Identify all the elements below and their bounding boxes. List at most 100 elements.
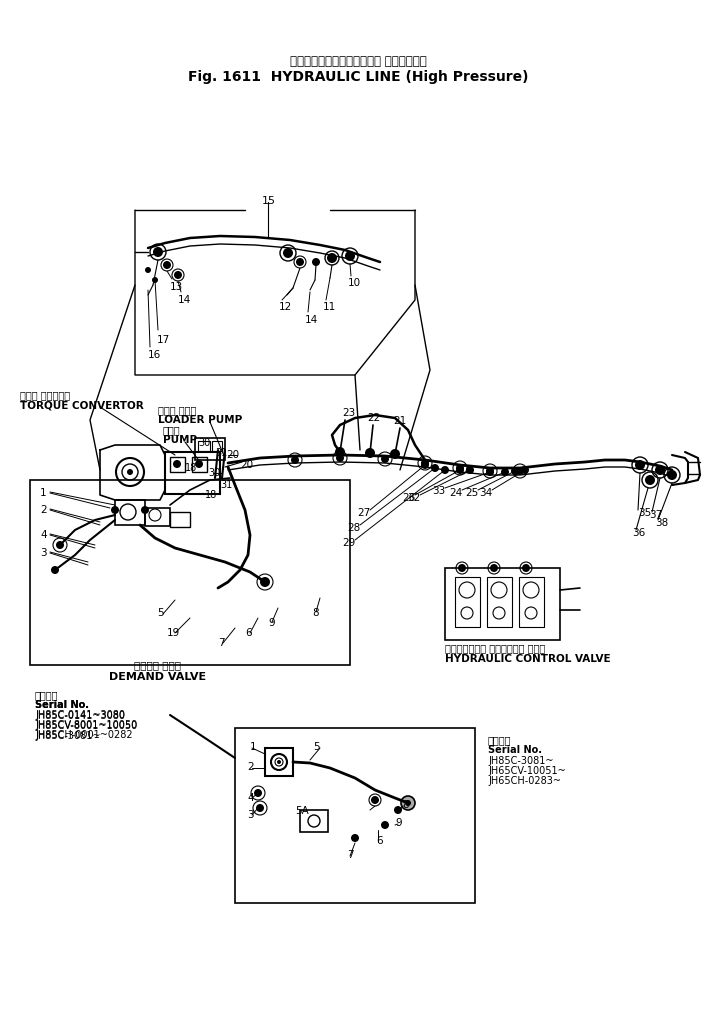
Text: Serial No.: Serial No. xyxy=(35,700,89,710)
Text: LOADER PUMP: LOADER PUMP xyxy=(158,415,242,425)
Text: JH65CV-10051~: JH65CV-10051~ xyxy=(488,766,566,776)
Circle shape xyxy=(195,460,203,468)
Text: 9: 9 xyxy=(395,818,402,828)
Text: ローダ ポンプ: ローダ ポンプ xyxy=(158,405,196,415)
Circle shape xyxy=(381,455,389,463)
Text: 32: 32 xyxy=(407,493,420,503)
Circle shape xyxy=(421,461,429,469)
Circle shape xyxy=(421,459,429,468)
Text: 6: 6 xyxy=(245,628,252,638)
Text: 4: 4 xyxy=(247,793,254,803)
Text: 20: 20 xyxy=(226,450,239,460)
Text: HYDRAULIC CONTROL VALVE: HYDRAULIC CONTROL VALVE xyxy=(445,654,611,664)
Text: JH85C-0141~3080: JH85C-0141~3080 xyxy=(35,710,125,720)
Text: 19: 19 xyxy=(167,628,180,638)
Text: 2: 2 xyxy=(40,505,47,515)
Text: 適用番号: 適用番号 xyxy=(488,735,511,745)
Text: 29: 29 xyxy=(342,538,355,548)
Text: 30: 30 xyxy=(208,468,220,478)
Text: 18: 18 xyxy=(205,490,217,500)
Bar xyxy=(265,748,293,776)
Circle shape xyxy=(260,577,270,587)
Bar xyxy=(445,568,560,640)
Bar xyxy=(455,577,480,627)
Text: 1: 1 xyxy=(250,742,257,752)
Text: 21: 21 xyxy=(393,416,407,426)
Bar xyxy=(145,508,170,526)
Text: 2: 2 xyxy=(247,762,254,772)
Text: TORQUE CONVERTOR: TORQUE CONVERTOR xyxy=(20,400,143,410)
Text: 9: 9 xyxy=(268,618,275,628)
Text: ハイドロリック コントロール バルブ: ハイドロリック コントロール バルブ xyxy=(445,643,545,653)
Text: 23: 23 xyxy=(342,408,355,418)
Text: 3: 3 xyxy=(40,548,47,558)
Circle shape xyxy=(153,247,163,257)
Bar xyxy=(192,457,207,472)
Text: JH85C-0141~3080: JH85C-0141~3080 xyxy=(35,711,125,721)
Text: JH85CV-8001~10050: JH85CV-8001~10050 xyxy=(35,721,137,731)
Circle shape xyxy=(296,258,304,266)
Circle shape xyxy=(655,465,665,475)
Circle shape xyxy=(351,834,359,842)
Circle shape xyxy=(152,277,158,283)
Circle shape xyxy=(394,806,402,814)
Circle shape xyxy=(336,454,344,462)
Text: 14: 14 xyxy=(305,315,318,325)
Text: PUMP: PUMP xyxy=(163,435,197,445)
Circle shape xyxy=(381,821,389,829)
Circle shape xyxy=(486,468,494,475)
Bar xyxy=(212,441,222,451)
Bar xyxy=(170,457,185,472)
Text: JH85CH-0001~0282: JH85CH-0001~0282 xyxy=(35,730,133,740)
Text: 6: 6 xyxy=(376,836,383,846)
Text: Serial No.: Serial No. xyxy=(35,700,89,710)
Text: Fig. 1611  HYDRAULIC LINE (High Pressure): Fig. 1611 HYDRAULIC LINE (High Pressure) xyxy=(188,70,528,84)
Circle shape xyxy=(145,267,151,273)
Text: Serial No.: Serial No. xyxy=(488,745,542,755)
Circle shape xyxy=(441,466,449,474)
Circle shape xyxy=(522,564,530,572)
Circle shape xyxy=(645,475,655,485)
Text: 5: 5 xyxy=(313,742,320,752)
Text: 12: 12 xyxy=(279,302,293,312)
Bar xyxy=(30,480,350,665)
Circle shape xyxy=(511,468,519,475)
Circle shape xyxy=(173,460,181,468)
Text: 36: 36 xyxy=(632,528,645,538)
Text: 26: 26 xyxy=(402,493,415,503)
Text: 22: 22 xyxy=(367,413,380,422)
Text: 8: 8 xyxy=(312,608,318,618)
Circle shape xyxy=(456,466,464,474)
Text: JH85C-3081~: JH85C-3081~ xyxy=(488,756,554,766)
Text: 4: 4 xyxy=(40,530,47,540)
Text: 5: 5 xyxy=(157,608,163,618)
Circle shape xyxy=(431,464,439,472)
Bar xyxy=(300,810,328,832)
Text: 14: 14 xyxy=(178,295,191,305)
Text: 1: 1 xyxy=(40,488,47,498)
Circle shape xyxy=(277,760,281,764)
Circle shape xyxy=(141,506,149,514)
Circle shape xyxy=(401,796,415,810)
Text: ポンプ: ポンプ xyxy=(163,425,181,435)
Text: 3: 3 xyxy=(247,810,254,820)
Text: 31: 31 xyxy=(220,480,232,490)
Circle shape xyxy=(56,541,64,549)
Text: 30: 30 xyxy=(198,438,210,448)
Text: デマンド バルブ: デマンド バルブ xyxy=(135,660,181,670)
Text: 38: 38 xyxy=(655,518,668,528)
Text: 7: 7 xyxy=(218,638,224,648)
Text: 20: 20 xyxy=(240,460,253,470)
Text: 28: 28 xyxy=(347,523,360,533)
Circle shape xyxy=(174,271,182,279)
Bar xyxy=(195,438,225,460)
Circle shape xyxy=(127,469,133,475)
Text: 13: 13 xyxy=(170,282,184,292)
Circle shape xyxy=(371,796,379,804)
Text: 37: 37 xyxy=(649,510,663,520)
Circle shape xyxy=(335,447,345,457)
Circle shape xyxy=(51,566,59,574)
Text: トルク コンバータ: トルク コンバータ xyxy=(20,390,70,400)
Circle shape xyxy=(521,466,529,474)
Circle shape xyxy=(312,258,320,266)
